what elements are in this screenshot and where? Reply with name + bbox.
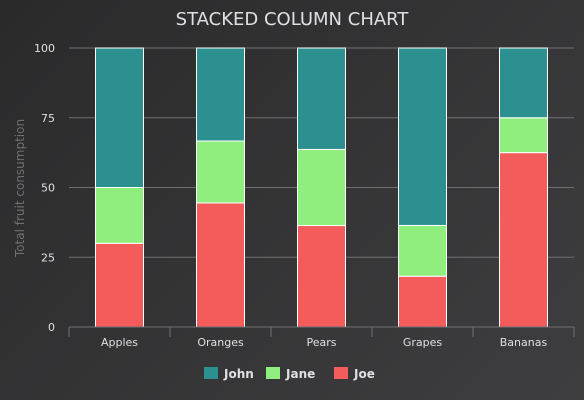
bar-apples-joe[interactable] [95,242,144,328]
y-tick-label: 100 [34,42,55,55]
x-tick-label: Bananas [500,336,548,349]
bar-oranges-john[interactable] [196,47,245,142]
x-axis: Apples Oranges Pears Grapes Bananas [68,326,575,349]
bar-pears-jane[interactable] [297,148,346,227]
legend-swatch [204,367,218,379]
bar-oranges-joe[interactable] [196,202,245,328]
legend: John Jane Joe [204,367,375,381]
bar-bananas-jane[interactable] [499,117,548,154]
y-tick-label: 50 [41,182,55,195]
legend-item-jane[interactable]: Jane [266,367,315,381]
bar-oranges-jane[interactable] [196,140,245,204]
legend-swatch [266,367,280,379]
bar-apples-john[interactable] [95,47,144,188]
y-axis-label: Total fruit consumption [13,119,27,258]
y-tick-label: 25 [41,251,55,264]
y-tick-label: 0 [48,321,55,334]
x-tick-label: Pears [306,336,336,349]
legend-item-john[interactable]: John [204,367,254,381]
x-tick-label: Apples [101,336,138,349]
bar-bananas-joe[interactable] [499,152,548,328]
y-axis-ticks: 0 25 50 75 100 [34,42,55,334]
legend-label: Joe [353,367,375,381]
bar-apples-jane[interactable] [95,187,144,244]
x-tick-label: Oranges [197,336,244,349]
legend-swatch [334,367,348,379]
legend-label: John [223,367,254,381]
y-tick-label: 75 [41,112,55,125]
bar-bananas-john[interactable] [499,47,548,119]
bar-grapes-joe[interactable] [398,275,447,328]
bar-pears-john[interactable] [297,47,346,150]
legend-item-joe[interactable]: Joe [334,367,375,381]
legend-label: Jane [285,367,315,381]
x-tick-label: Grapes [403,336,443,349]
bars [95,47,548,328]
bar-pears-joe[interactable] [297,225,346,328]
bar-grapes-jane[interactable] [398,224,447,277]
bar-grapes-john[interactable] [398,47,447,226]
chart-title: STACKED COLUMN CHART [176,9,410,30]
